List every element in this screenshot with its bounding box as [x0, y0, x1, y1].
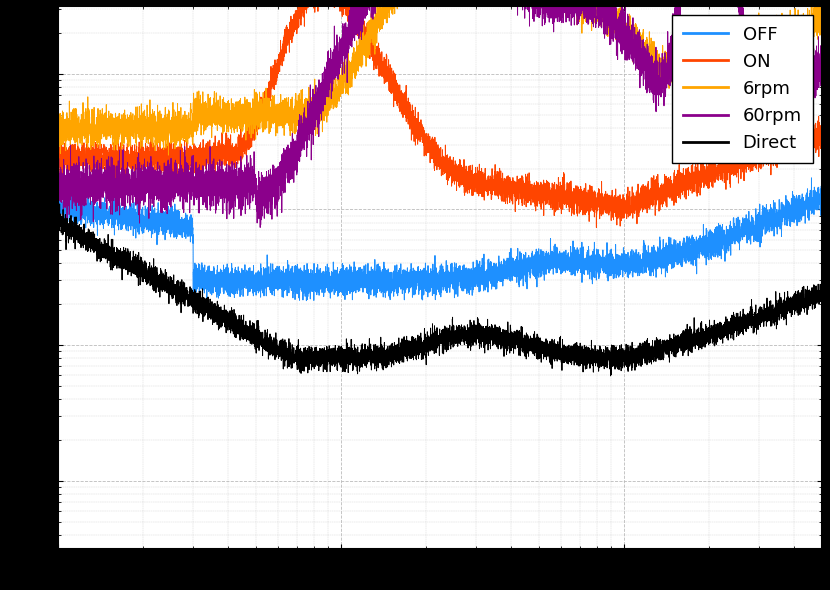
OFF	[660, 250, 670, 257]
Direct	[505, 335, 515, 342]
ON	[505, 193, 515, 200]
6rpm	[330, 99, 339, 106]
ON	[91, 152, 101, 159]
Line: ON: ON	[58, 0, 822, 228]
Direct	[55, 201, 65, 208]
Line: OFF: OFF	[58, 178, 822, 303]
60rpm	[619, 45, 629, 53]
OFF	[817, 174, 827, 181]
OFF	[53, 194, 63, 201]
OFF	[202, 299, 212, 306]
6rpm	[53, 135, 63, 142]
Direct	[660, 340, 670, 347]
Direct	[53, 228, 63, 235]
OFF	[330, 276, 339, 283]
OFF	[817, 188, 827, 195]
ON	[53, 148, 63, 155]
6rpm	[817, 23, 827, 30]
Line: 60rpm: 60rpm	[58, 0, 822, 227]
Legend: OFF, ON, 6rpm, 60rpm, Direct: OFF, ON, 6rpm, 60rpm, Direct	[672, 15, 813, 163]
Direct	[330, 363, 339, 370]
ON	[539, 184, 549, 191]
OFF	[91, 208, 101, 215]
Line: 6rpm: 6rpm	[58, 0, 822, 155]
OFF	[539, 262, 549, 269]
ON	[660, 185, 670, 192]
Line: Direct: Direct	[58, 204, 822, 376]
ON	[619, 214, 629, 221]
6rpm	[660, 48, 670, 55]
60rpm	[539, 0, 549, 6]
ON	[817, 137, 827, 145]
ON	[592, 224, 602, 231]
60rpm	[53, 189, 63, 196]
OFF	[619, 260, 629, 267]
60rpm	[817, 54, 827, 61]
OFF	[505, 270, 515, 277]
6rpm	[91, 138, 101, 145]
60rpm	[255, 224, 265, 231]
60rpm	[91, 190, 101, 197]
6rpm	[164, 152, 173, 159]
60rpm	[330, 65, 339, 72]
Direct	[91, 249, 101, 256]
60rpm	[660, 53, 670, 60]
Direct	[539, 347, 549, 354]
6rpm	[619, 35, 629, 42]
Direct	[606, 372, 616, 379]
Direct	[817, 294, 827, 301]
Direct	[619, 363, 629, 371]
